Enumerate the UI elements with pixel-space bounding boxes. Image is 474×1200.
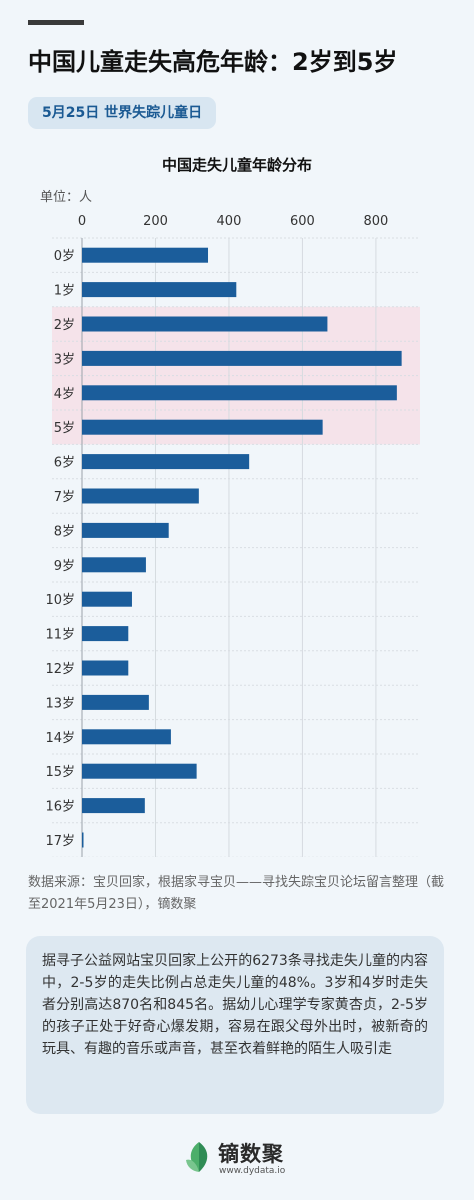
bar [82,557,146,573]
x-tick-label: 0 [78,214,86,229]
category-label: 14岁 [45,731,75,746]
category-label: 4岁 [54,387,75,402]
chart-title: 中国走失儿童年龄分布 [161,156,312,174]
category-label: 6岁 [54,456,75,471]
category-label: 11岁 [45,628,75,643]
bar [82,591,132,607]
x-tick-label: 200 [143,214,168,229]
page-title: 中国儿童走失高危年龄：2岁到5岁 [28,48,398,76]
x-tick-label: 600 [290,214,315,229]
category-label: 2岁 [54,318,75,333]
x-tick-label: 400 [217,214,242,229]
category-label: 7岁 [54,490,75,505]
brand-name: 镝数聚 [218,1142,284,1166]
category-label: 15岁 [45,765,75,780]
bar [82,454,250,470]
bar [82,832,84,848]
category-label: 9岁 [54,559,75,574]
bar [82,316,328,332]
bar [82,350,402,366]
brand-url: www.dydata.io [219,1166,286,1176]
bar [82,660,129,676]
note-box: 据寻子公益网站宝贝回家上公开的6273条寻找走失儿童的内容中，2-5岁的走失比例… [26,936,444,1114]
bar [82,385,397,401]
category-label: 10岁 [45,593,75,608]
category-label: 1岁 [54,284,75,299]
bar [82,247,209,263]
category-label: 5岁 [54,421,75,436]
category-label: 8岁 [54,524,75,539]
bar [82,798,145,814]
unit-label: 单位：人 [40,190,93,205]
category-label: 12岁 [45,662,75,677]
data-source: 数据来源：宝贝回家，根据家寻宝贝——寻找失踪宝贝论坛留言整理（截至2021年5月… [28,875,445,912]
bar [82,694,149,710]
bar [82,522,169,538]
event-tag: 5月25日 世界失踪儿童日 [28,97,217,129]
leaf-logo-icon [186,1142,208,1172]
category-label: 3岁 [54,352,75,367]
bar [82,488,199,504]
bar [82,626,129,642]
category-label: 0岁 [54,249,75,264]
category-label: 13岁 [45,696,75,711]
bar [82,419,323,435]
bar-chart: 0 200 400 600 800 0岁 1岁 2岁 3岁 4岁 5岁 6岁 7岁 8岁 9岁 10岁 11岁 1… [45,214,420,857]
bar [82,763,197,779]
x-tick-label: 800 [363,214,388,229]
category-label: 17岁 [45,834,75,849]
top-accent-bar [28,20,84,25]
bar [82,282,237,298]
bar [82,729,171,745]
category-label: 16岁 [45,800,75,815]
